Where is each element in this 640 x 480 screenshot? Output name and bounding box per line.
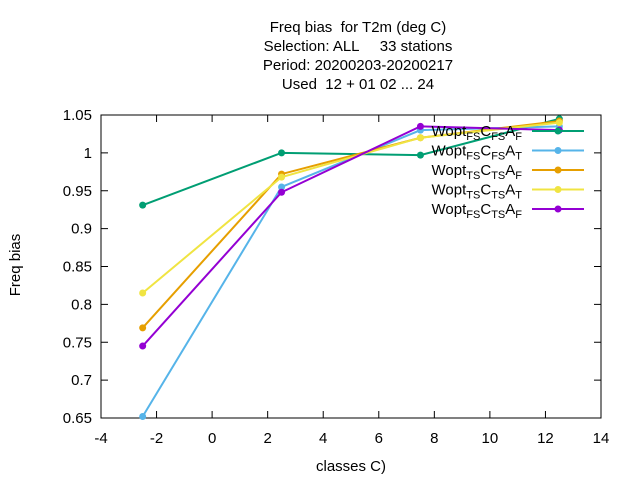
y-tick-label: 1.05	[63, 107, 92, 124]
data-point	[139, 412, 147, 420]
data-point	[278, 188, 286, 196]
data-point	[139, 324, 147, 332]
legend-subscript: TS	[491, 190, 505, 202]
legend-label: WoptTS​CTS​AF​	[432, 162, 523, 182]
legend-subscript: T	[515, 190, 522, 202]
legend-text-part: Wopt	[432, 162, 468, 179]
series-line	[142, 121, 560, 294]
legend-text-part: C	[480, 123, 491, 140]
legend-subscript: F	[515, 131, 522, 143]
legend-text-part: C	[480, 162, 491, 179]
data-point	[278, 149, 286, 157]
plot-frame	[100, 114, 602, 419]
data-point	[416, 151, 424, 159]
x-tick-label: 10	[482, 430, 499, 447]
data-point	[139, 342, 147, 350]
x-tick-label: 14	[593, 430, 610, 447]
y-tick-label: 0.9	[71, 221, 92, 238]
series-4	[139, 119, 563, 297]
y-tick-label: 0.8	[71, 296, 92, 313]
x-tick-label: 6	[375, 430, 383, 447]
data-point	[139, 289, 147, 297]
y-tick-label: 0.7	[71, 372, 92, 389]
legend-text-part: Wopt	[432, 201, 468, 218]
legend-subscript: TS	[466, 170, 480, 182]
series-group	[139, 115, 563, 420]
series-2	[139, 122, 563, 420]
legend-text-part: Wopt	[432, 143, 468, 160]
x-tick-label: -4	[94, 430, 107, 447]
legend-text-part: A	[505, 143, 515, 160]
legend-label: WoptTS​CTS​AT​	[432, 182, 523, 202]
title-line-3: Period: 20200203-20200217	[262, 57, 454, 74]
legend-subscript: T	[515, 151, 522, 163]
legend-text-part: A	[505, 162, 515, 179]
data-point	[278, 183, 286, 191]
legend-text-part: A	[505, 182, 515, 199]
legend-text-part: C	[480, 201, 491, 218]
legend-subscript: TS	[491, 209, 505, 221]
legend-text-part: C	[480, 143, 491, 160]
series-line	[142, 117, 560, 207]
x-tick-label: 12	[537, 430, 554, 447]
legend-subscript: FS	[491, 131, 505, 143]
legend-swatch-point	[554, 166, 562, 174]
x-tick-label: 8	[430, 430, 438, 447]
legend-label: WoptFS​CTS​AF​	[432, 201, 523, 221]
data-point	[416, 122, 424, 130]
legend-subscript: FS	[466, 209, 480, 221]
legend-subscript: TS	[466, 190, 480, 202]
legend-swatch-point	[554, 127, 562, 135]
chart-title: Freq bias for T2m (deg C) Selection: ALL…	[0, 18, 640, 94]
legend-subscript: TS	[491, 170, 505, 182]
legend-swatch-point	[554, 147, 562, 154]
data-point	[139, 201, 147, 209]
y-tick-label: 1	[84, 145, 92, 162]
legend: WoptFS​CFS​AF​WoptFS​CFS​AT​WoptTS​CTS​A…	[432, 123, 584, 221]
legend-text-part: A	[505, 123, 515, 140]
legend-subscript: FS	[466, 131, 480, 143]
y-tick-label: 0.95	[63, 183, 92, 200]
legend-text-part: C	[480, 182, 491, 199]
x-tick-label: 4	[319, 430, 327, 447]
legend-subscript: FS	[491, 151, 505, 163]
x-tick-label: 0	[208, 430, 216, 447]
data-point	[416, 134, 424, 142]
legend-swatch-point	[554, 205, 562, 213]
legend-label: WoptFS​CFS​AT​	[432, 143, 523, 163]
legend-text-part: Wopt	[432, 123, 468, 140]
y-axis-label: Freq bias	[7, 234, 24, 297]
y-tick-label: 0.75	[63, 334, 92, 351]
legend-subscript: F	[515, 209, 522, 221]
legend-text-part: A	[505, 201, 515, 218]
legend-subscript: F	[515, 170, 522, 182]
title-line-4: Used 12 + 01 02 ... 24	[281, 76, 435, 93]
data-point	[278, 173, 286, 181]
legend-subscript: FS	[466, 151, 480, 163]
legend-label: WoptFS​CFS​AF​	[432, 123, 523, 143]
legend-text-part: Wopt	[432, 182, 468, 199]
data-point	[555, 119, 563, 127]
x-axis-label: classes C)	[316, 458, 386, 475]
series-line	[141, 125, 560, 347]
y-tick-label: 0.65	[63, 410, 92, 427]
legend-swatch-point	[554, 186, 562, 193]
x-tick-label: 2	[263, 430, 271, 447]
title-line-1: Freq bias for T2m (deg C)	[269, 19, 447, 36]
ticks: 0.65 0.7 0.75 0.8 0.85 0.9 0.95 1 1.05 -4 -2 0 2 4 6 8 1…	[63, 107, 610, 447]
axes	[100, 114, 602, 419]
x-tick-label: -2	[150, 430, 163, 447]
y-tick-label: 0.85	[63, 259, 92, 276]
title-line-2: Selection: ALL 33 stations	[263, 38, 453, 55]
